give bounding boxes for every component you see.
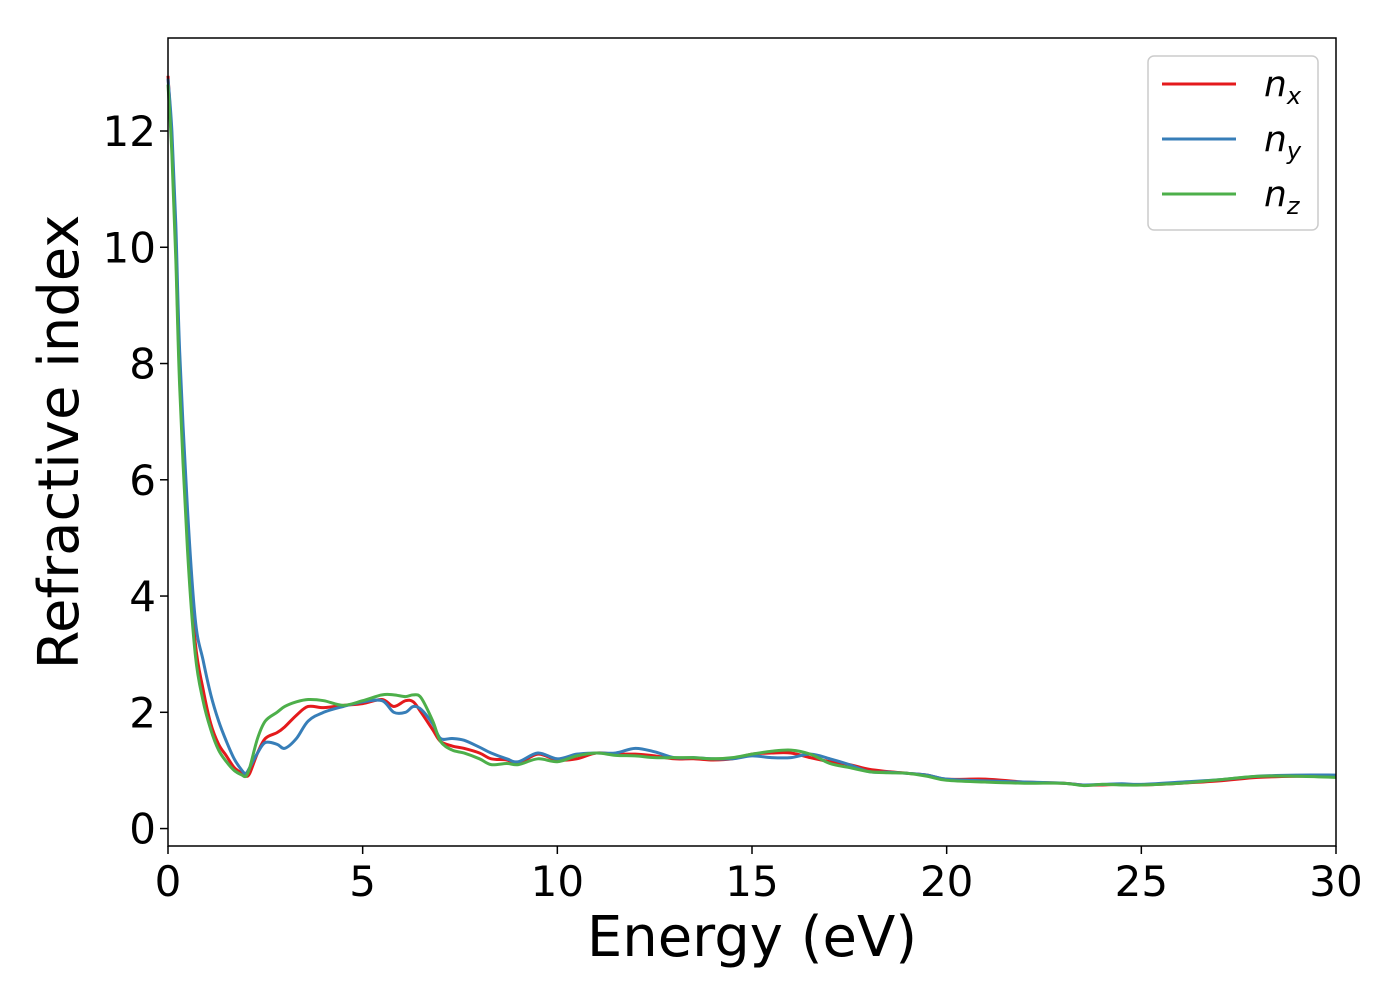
plot-background xyxy=(168,38,1336,846)
x-axis: 0 5 10 15 20 25 30 xyxy=(155,846,1363,906)
y-tick-label: 10 xyxy=(103,223,156,272)
x-tick-label: 10 xyxy=(531,857,584,906)
x-tick-label: 15 xyxy=(725,857,778,906)
x-tick-label: 0 xyxy=(155,857,182,906)
y-tick-label: 8 xyxy=(129,340,156,389)
x-axis-title: Energy (eV) xyxy=(587,905,917,970)
y-tick-label: 2 xyxy=(129,688,156,737)
y-axis-title: Refractive index xyxy=(27,215,92,670)
y-tick-label: 4 xyxy=(129,572,156,621)
legend-frame xyxy=(1147,55,1319,231)
y-axis: 0 2 4 6 8 10 12 xyxy=(103,107,168,854)
x-tick-label: 25 xyxy=(1115,857,1168,906)
x-tick-label: 5 xyxy=(349,857,376,906)
y-tick-label: 6 xyxy=(129,456,156,505)
series-line-nz xyxy=(166,84,1337,788)
x-tick-label: 20 xyxy=(920,857,973,906)
y-tick-label: 12 xyxy=(103,107,156,156)
x-tick-label: 30 xyxy=(1309,857,1362,906)
y-tick-label: 0 xyxy=(129,805,156,854)
series-layer xyxy=(166,75,1337,788)
